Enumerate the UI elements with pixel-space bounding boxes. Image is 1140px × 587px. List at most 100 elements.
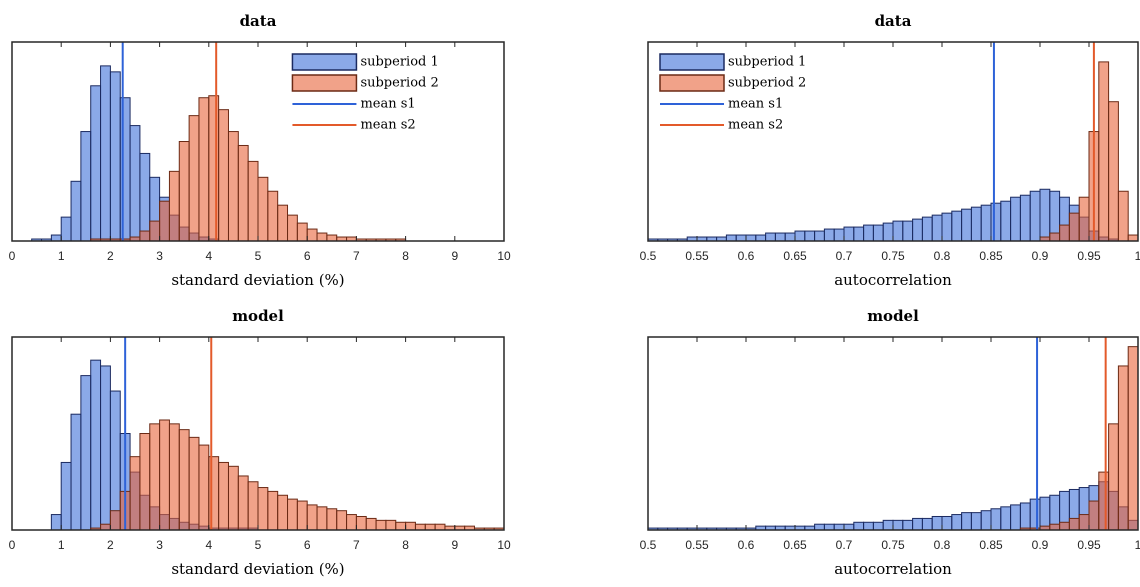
histogram-bar (306, 228, 318, 242)
histogram-bar (961, 208, 972, 242)
histogram-bar (326, 234, 338, 242)
histogram-bar (316, 506, 328, 531)
x-tick-label: 0.9 (1032, 249, 1049, 263)
histogram-bar (1029, 498, 1041, 531)
x-tick-label: 0.5 (640, 249, 657, 263)
histogram-bar (1108, 423, 1119, 531)
histogram-bar (1098, 61, 1110, 242)
histogram-bar (424, 523, 436, 531)
histogram-bar (804, 230, 816, 242)
x-tick-label: 5 (255, 538, 262, 552)
histogram-bar (296, 222, 308, 242)
histogram-bar (921, 216, 933, 242)
histogram-bar (257, 176, 269, 242)
panel-title: model (232, 307, 284, 325)
histogram-bar (823, 523, 835, 531)
x-tick-label: 0.8 (934, 249, 951, 263)
histogram-bar (129, 125, 141, 242)
histogram-bar (1068, 517, 1080, 531)
histogram-bar (306, 504, 318, 531)
panel-title: data (240, 12, 277, 30)
histogram-bar (784, 232, 796, 242)
histogram-bar (961, 512, 972, 531)
x-tick-label: 3 (156, 249, 163, 263)
histogram-bar (892, 519, 904, 531)
x-tick-label: 8 (402, 538, 409, 552)
histogram-bar (247, 481, 259, 531)
x-tick-label: 9 (451, 538, 458, 552)
histogram-bar (159, 419, 170, 531)
x-axis-label: standard deviation (%) (171, 560, 344, 578)
histogram-bar (287, 498, 298, 531)
histogram-bar (109, 510, 121, 531)
histogram-bar (931, 214, 943, 242)
histogram-bar (385, 519, 397, 531)
legend-label: subperiod 1 (728, 55, 806, 70)
histogram-bar (814, 523, 825, 531)
histogram-bar (198, 97, 210, 242)
x-tick-label: 0.55 (685, 249, 709, 263)
x-tick-label: 6 (304, 249, 311, 263)
histogram-bar (336, 510, 348, 531)
x-tick-label: 0.75 (881, 538, 905, 552)
histogram-bar (277, 204, 289, 242)
x-tick-label: 3 (156, 538, 163, 552)
histogram-bar (1000, 506, 1012, 531)
histogram-bar (90, 359, 102, 531)
histogram-bar (882, 519, 894, 531)
x-tick-label: 0.5 (640, 538, 657, 552)
histogram-bar (735, 234, 747, 242)
histogram-bar (188, 436, 200, 531)
histogram-bar (218, 461, 229, 531)
histogram-bar (178, 141, 190, 242)
histogram-bar (1059, 224, 1070, 242)
x-tick-label: 0 (9, 249, 16, 263)
x-tick-label: 1 (1135, 249, 1140, 263)
legend-label: subperiod 2 (728, 76, 806, 91)
x-tick-label: 1 (1135, 538, 1140, 552)
x-tick-label: 0.65 (783, 538, 807, 552)
histogram-bar (227, 465, 239, 531)
histogram-bar (1010, 196, 1021, 242)
legend-patch (291, 74, 358, 92)
histogram-bar (287, 214, 298, 242)
x-tick-label: 6 (304, 538, 311, 552)
histogram-bar (774, 232, 786, 242)
histogram-bar (218, 109, 229, 242)
histogram-bar (941, 212, 953, 242)
histogram-bar (139, 230, 151, 242)
x-tick-label: 0.85 (979, 538, 1003, 552)
histogram-bar (149, 423, 161, 531)
histogram-bar (1088, 500, 1100, 531)
x-tick-label: 9 (451, 249, 458, 263)
histogram-bar (60, 216, 72, 242)
histogram-bar (346, 514, 357, 531)
histogram-bar (990, 508, 1002, 531)
histogram-bar (168, 423, 180, 531)
histogram-bar (1098, 471, 1110, 531)
histogram-bar (414, 523, 426, 531)
x-tick-label: 0.8 (934, 538, 951, 552)
x-tick-label: 0.85 (979, 249, 1003, 263)
histogram-bar (139, 433, 151, 531)
histogram-bar (912, 517, 923, 531)
histogram-bar (931, 515, 943, 531)
histogram-bar (902, 519, 914, 531)
x-tick-label: 0.7 (836, 249, 853, 263)
histogram-bar (267, 490, 279, 531)
histogram-bar (951, 514, 963, 531)
histogram-bar (227, 131, 239, 242)
histogram-bar (1127, 234, 1139, 242)
histogram-bar (109, 71, 121, 242)
histogram-bar (100, 365, 111, 531)
histogram-bar (872, 521, 884, 531)
panel-title: data (875, 12, 912, 30)
legend-label: mean s2 (728, 118, 783, 133)
histogram-bar (168, 170, 180, 242)
histogram-bar (1068, 212, 1080, 242)
histogram-bar (1019, 194, 1031, 242)
histogram-bar (149, 220, 161, 242)
histogram-bar (980, 510, 992, 531)
histogram-bar (1117, 365, 1129, 531)
histogram-bar (100, 65, 111, 242)
